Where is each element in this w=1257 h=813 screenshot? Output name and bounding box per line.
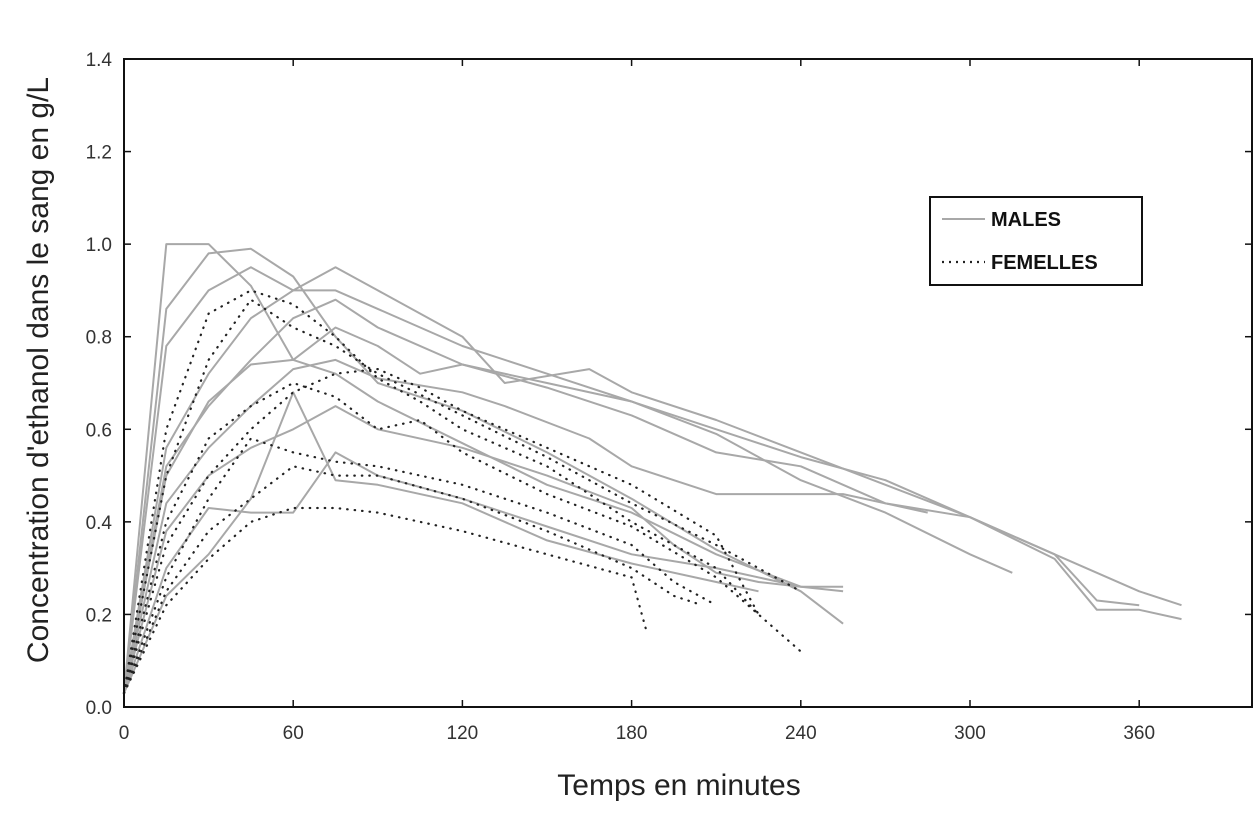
x-tick-label: 120 <box>447 723 479 744</box>
x-tick-label: 0 <box>119 723 130 744</box>
y-tick-label: 0.6 <box>86 420 112 441</box>
y-tick-label: 1.4 <box>86 50 113 71</box>
males-series-2 <box>123 247 844 694</box>
y-tick-label: 0.0 <box>86 698 112 719</box>
males-series-10 <box>123 391 759 694</box>
males-series-5 <box>123 298 1182 694</box>
legend: MALES FEMELLES <box>929 196 1143 286</box>
femelles-series-2 <box>122 298 802 695</box>
femelles-series-4 <box>122 367 760 695</box>
tick-labels: 0 60 120 180 240 300 360 0.0 0.2 0.4 0.6 0.8 1.0 1.2 1… <box>86 50 1155 744</box>
femelles-series-1 <box>122 289 760 695</box>
y-tick-label: 0.8 <box>86 328 112 349</box>
x-tick-label: 60 <box>283 723 304 744</box>
males-series-3 <box>123 266 1013 694</box>
y-tick-label: 1.2 <box>86 143 112 164</box>
legend-label-males: MALES <box>991 209 1061 231</box>
legend-box <box>929 196 1143 286</box>
femelles-series-3 <box>122 381 802 695</box>
y-tick-label: 0.2 <box>86 605 112 626</box>
x-tick-label: 360 <box>1123 723 1155 744</box>
males-series-8 <box>123 405 844 694</box>
males-series-6 <box>123 326 1182 694</box>
males-series-9 <box>123 451 802 694</box>
y-axis-title: Concentration d'ethanol dans le sang en … <box>22 77 55 663</box>
plot-frame <box>123 58 1253 708</box>
series-layer <box>122 243 1182 695</box>
femelles-series-6 <box>122 465 704 695</box>
x-tick-label: 300 <box>954 723 986 744</box>
y-tick-label: 0.4 <box>86 513 113 534</box>
legend-label-femelles: FEMELLES <box>991 252 1098 274</box>
x-axis-title: Temps en minutes <box>557 769 800 802</box>
males-series-1 <box>123 243 844 694</box>
x-tick-label: 240 <box>785 723 817 744</box>
x-tick-label: 180 <box>616 723 648 744</box>
ticks-layer <box>123 58 1252 708</box>
males-series-7 <box>123 358 928 694</box>
y-tick-label: 1.0 <box>86 235 112 256</box>
